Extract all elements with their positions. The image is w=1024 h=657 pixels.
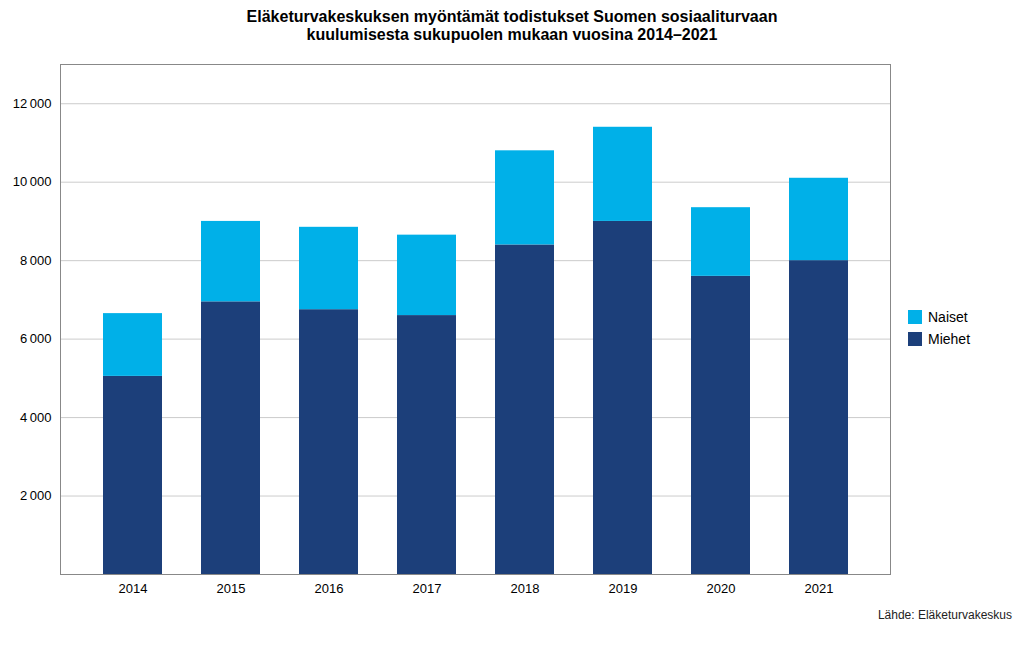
svg-text:2018: 2018 — [511, 581, 540, 596]
svg-text:6 000: 6 000 — [20, 331, 52, 346]
html-text:Eläketurvakeskuksen myöntämät: Eläketurvakeskuksen myöntämät todistukse… — [246, 8, 778, 43]
svg-text:2020: 2020 — [707, 581, 736, 596]
svg-text:2017: 2017 — [413, 581, 442, 596]
html-text:Lähde: Eläketurvakeskus: Lähde: Eläketurvakeskus — [877, 608, 1012, 622]
svg-text:8 000: 8 000 — [20, 253, 52, 268]
svg-text:2 000: 2 000 — [20, 488, 52, 503]
html-text:Miehet: Miehet — [928, 331, 970, 347]
svg-text:10 000: 10 000 — [13, 174, 52, 189]
html-text:Naiset: Naiset — [928, 309, 968, 325]
svg-text:2019: 2019 — [609, 581, 638, 596]
svg-text:12 000: 12 000 — [13, 96, 52, 111]
svg-text:2014: 2014 — [119, 581, 148, 596]
svg-text:2021: 2021 — [805, 581, 834, 596]
svg-text:4 000: 4 000 — [20, 410, 52, 425]
svg-text:2015: 2015 — [217, 581, 246, 596]
svg-text:2016: 2016 — [315, 581, 344, 596]
